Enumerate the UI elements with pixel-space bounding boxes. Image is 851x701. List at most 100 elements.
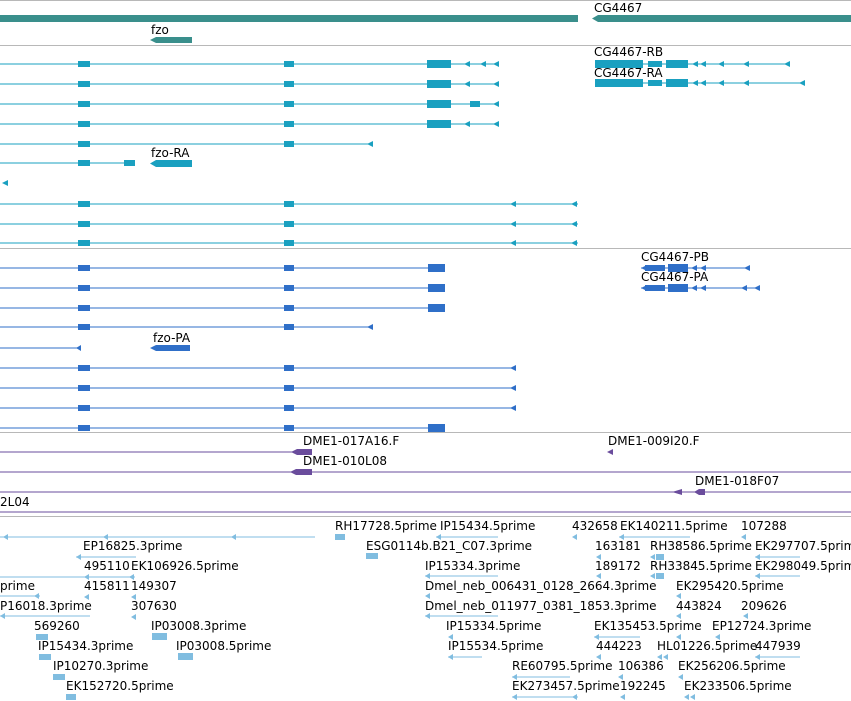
est-feature[interactable] — [619, 534, 690, 540]
est-feature[interactable] — [36, 634, 48, 640]
est-feature[interactable] — [755, 554, 800, 560]
est-feature[interactable] — [53, 674, 65, 680]
cds-feature[interactable] — [0, 385, 516, 391]
est-feature[interactable] — [425, 613, 498, 619]
mrna-transcript[interactable] — [0, 100, 499, 108]
est-label: EK152720.5prime — [66, 679, 174, 693]
est-feature[interactable] — [572, 534, 577, 540]
est-feature[interactable] — [131, 614, 136, 620]
est-feature[interactable] — [0, 593, 40, 599]
mrna-transcript-cg4467-ra[interactable] — [595, 79, 805, 87]
cds-feature[interactable] — [0, 424, 445, 432]
est-feature[interactable] — [676, 613, 681, 619]
est-feature[interactable] — [0, 574, 135, 580]
cds-feature[interactable] — [0, 284, 445, 292]
est-feature[interactable] — [618, 674, 623, 680]
est-feature[interactable] — [0, 534, 315, 540]
est-feature[interactable] — [66, 694, 76, 700]
est-label: 189172 — [595, 559, 641, 573]
est-feature[interactable] — [684, 694, 695, 700]
mrna-transcript[interactable] — [0, 60, 499, 68]
est-feature[interactable] — [512, 694, 578, 700]
est-labels: RH17728.5prime IP15434.5prime 432658 EK1… — [0, 519, 851, 693]
cds-feature[interactable] — [0, 264, 445, 272]
mrna-transcript[interactable] — [0, 221, 578, 227]
mrna-label-cg4467-ra: CG4467-RA — [594, 66, 663, 80]
est-feature[interactable] — [596, 554, 601, 560]
cds-feature[interactable] — [0, 365, 516, 371]
mrna-transcript[interactable] — [0, 80, 499, 88]
est-feature[interactable] — [650, 573, 664, 579]
mrna-transcript[interactable] — [0, 201, 578, 207]
cds-feature[interactable] — [0, 324, 373, 330]
clone-feature-dme1-017a16[interactable] — [0, 449, 312, 455]
est-label: IP15334.3prime — [425, 559, 520, 573]
mrna-fragment[interactable] — [2, 180, 8, 186]
est-feature[interactable] — [741, 534, 746, 540]
est-feature[interactable] — [76, 554, 136, 560]
mrna-transcript-fzo-ra[interactable] — [0, 160, 192, 167]
gene-feature-cg4467[interactable] — [592, 15, 851, 22]
est-feature[interactable] — [596, 654, 601, 660]
est-feature[interactable] — [425, 593, 430, 599]
cds-feature[interactable] — [0, 304, 445, 312]
est-feature[interactable] — [676, 593, 681, 599]
est-feature[interactable] — [676, 634, 681, 640]
clone-feature-dme1-018f07[interactable] — [0, 489, 851, 495]
est-label: 192245 — [620, 679, 666, 693]
est-label: HL01226.5prime — [657, 639, 757, 653]
clone-label-dme1-018f07: DME1-018F07 — [695, 474, 779, 488]
est-label: 106386 — [618, 659, 664, 673]
cds-feature[interactable] — [0, 345, 81, 351]
mrna-transcript[interactable] — [0, 141, 373, 147]
cds-feature-cg4467-pa[interactable] — [641, 284, 760, 292]
est-feature[interactable] — [448, 654, 482, 660]
est-feature[interactable] — [436, 534, 498, 540]
est-label: IP15434.3prime — [38, 639, 133, 653]
est-label: EK256206.5prime — [678, 659, 786, 673]
mrna-transcript[interactable] — [0, 240, 578, 246]
est-feature[interactable] — [131, 594, 136, 600]
est-label: prime — [0, 579, 35, 593]
est-feature[interactable] — [366, 553, 378, 559]
est-feature[interactable] — [657, 654, 668, 660]
est-feature[interactable] — [755, 654, 800, 660]
est-feature[interactable] — [152, 633, 167, 640]
est-feature[interactable] — [596, 573, 601, 579]
est-feature[interactable] — [650, 554, 664, 560]
est-label: Dmel_neb_011977_0381_1853.3prime — [425, 599, 657, 613]
clone-feature-dme1-010l08[interactable] — [0, 469, 851, 475]
est-label: EP12724.3prime — [712, 619, 811, 633]
gene-label-cg4467: CG4467 — [594, 1, 642, 15]
est-feature[interactable] — [425, 573, 498, 579]
cds-feature-cg4467-pb[interactable] — [641, 264, 750, 272]
est-feature[interactable] — [0, 613, 90, 619]
est-feature[interactable] — [335, 534, 345, 540]
est-feature[interactable] — [448, 634, 453, 640]
est-feature[interactable] — [678, 674, 683, 680]
mrna-transcript-cg4467-rb[interactable] — [595, 60, 790, 68]
cds-feature-fzo-pa[interactable] — [150, 345, 190, 351]
est-label: 443824 — [676, 599, 722, 613]
est-feature[interactable] — [743, 613, 748, 619]
est-feature[interactable] — [39, 654, 51, 660]
mrna-transcript[interactable] — [0, 120, 499, 128]
est-feature[interactable] — [594, 634, 640, 640]
est-feature[interactable] — [755, 573, 800, 579]
est-feature[interactable] — [512, 674, 570, 680]
gene-feature-fzo[interactable] — [150, 37, 192, 43]
est-label: RH17728.5prime — [335, 519, 437, 533]
est-feature[interactable] — [178, 653, 193, 660]
cds-track: fzo-PA CG4467-PB — [0, 250, 760, 432]
est-label: 432658 — [572, 519, 618, 533]
clone-feature-dme1-009i20[interactable] — [607, 449, 613, 455]
cds-label-cg4467-pb: CG4467-PB — [641, 250, 709, 264]
est-label: IP15434.5prime — [440, 519, 535, 533]
cds-feature[interactable] — [0, 405, 516, 411]
gene-feature[interactable] — [0, 15, 578, 22]
est-label: Dmel_neb_006431_0128_2664.3prime — [425, 579, 657, 593]
est-feature[interactable] — [620, 694, 625, 700]
est-feature[interactable] — [84, 594, 89, 600]
est-label: EK297707.5prime — [755, 539, 851, 553]
est-feature[interactable] — [715, 634, 720, 640]
